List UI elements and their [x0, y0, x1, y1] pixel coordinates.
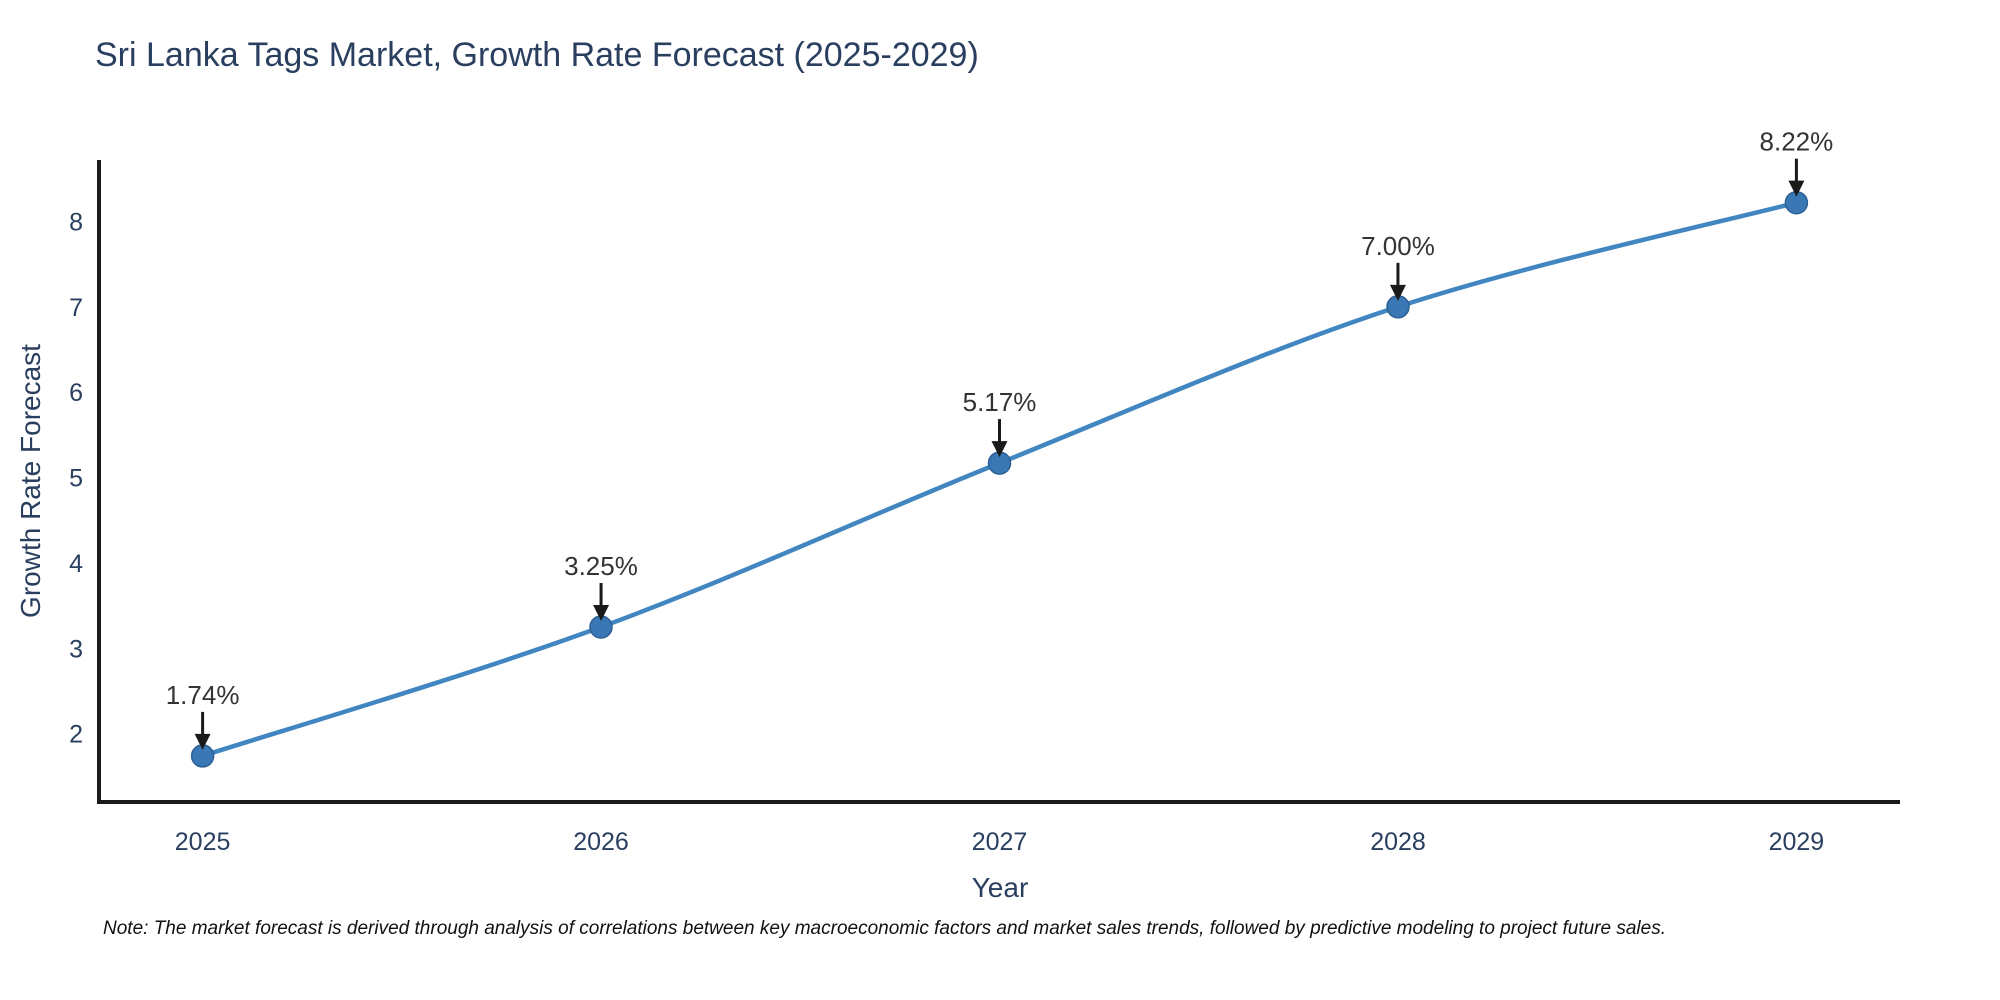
point-annotation: 5.17%	[963, 387, 1037, 417]
point-annotation: 3.25%	[564, 551, 638, 581]
x-tick-label: 2025	[175, 828, 231, 856]
x-tick-label: 2027	[972, 828, 1028, 856]
x-tick-label: 2029	[1769, 828, 1825, 856]
annotation-arrow-head	[593, 604, 610, 621]
y-tick-label: 6	[69, 379, 83, 407]
y-tick-label: 7	[69, 294, 83, 322]
chart-note: Note: The market forecast is derived thr…	[103, 918, 1666, 939]
annotation-arrow-head	[1788, 180, 1805, 197]
point-annotation: 1.74%	[166, 680, 240, 710]
series-line	[200, 200, 1799, 759]
y-tick-label: 5	[69, 465, 83, 493]
x-tick-label: 2026	[573, 828, 629, 856]
chart-title: Sri Lanka Tags Market, Growth Rate Forec…	[95, 36, 979, 74]
x-tick-label: 2028	[1370, 828, 1426, 856]
annotation-arrow-head	[194, 733, 211, 750]
y-tick-label: 2	[69, 721, 83, 749]
annotation-arrow-head	[1389, 284, 1406, 301]
point-annotation: 7.00%	[1361, 231, 1435, 261]
point-annotation: 8.22%	[1760, 127, 1834, 157]
y-tick-label: 4	[69, 550, 83, 578]
y-tick-label: 3	[69, 635, 83, 663]
x-axis-title: Year	[972, 872, 1029, 903]
y-axis-title: Growth Rate Forecast	[15, 344, 46, 618]
annotation-arrow-head	[991, 441, 1008, 458]
y-tick-label: 8	[69, 209, 83, 237]
